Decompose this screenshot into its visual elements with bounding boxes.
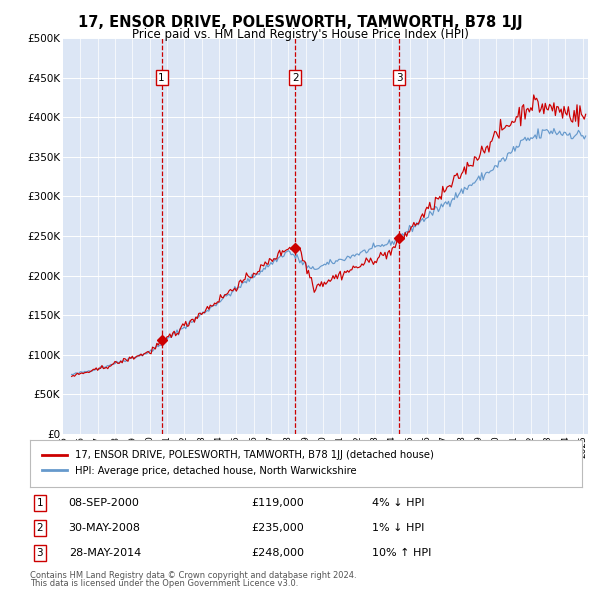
Text: 3: 3	[37, 548, 43, 558]
Text: 2: 2	[292, 73, 299, 83]
Text: 28-MAY-2014: 28-MAY-2014	[68, 548, 141, 558]
Text: 1% ↓ HPI: 1% ↓ HPI	[372, 523, 425, 533]
Text: 4% ↓ HPI: 4% ↓ HPI	[372, 498, 425, 508]
Text: £235,000: £235,000	[251, 523, 304, 533]
Text: 10% ↑ HPI: 10% ↑ HPI	[372, 548, 431, 558]
Text: 17, ENSOR DRIVE, POLESWORTH, TAMWORTH, B78 1JJ: 17, ENSOR DRIVE, POLESWORTH, TAMWORTH, B…	[77, 15, 523, 30]
Text: 3: 3	[396, 73, 403, 83]
Text: 30-MAY-2008: 30-MAY-2008	[68, 523, 140, 533]
Text: Contains HM Land Registry data © Crown copyright and database right 2024.: Contains HM Land Registry data © Crown c…	[30, 571, 356, 579]
Legend: 17, ENSOR DRIVE, POLESWORTH, TAMWORTH, B78 1JJ (detached house), HPI: Average pr: 17, ENSOR DRIVE, POLESWORTH, TAMWORTH, B…	[38, 447, 437, 480]
Text: 1: 1	[37, 498, 43, 508]
Text: This data is licensed under the Open Government Licence v3.0.: This data is licensed under the Open Gov…	[30, 579, 298, 588]
Text: 1: 1	[158, 73, 165, 83]
Text: 08-SEP-2000: 08-SEP-2000	[68, 498, 140, 508]
Text: £119,000: £119,000	[251, 498, 304, 508]
Text: £248,000: £248,000	[251, 548, 304, 558]
Text: Price paid vs. HM Land Registry's House Price Index (HPI): Price paid vs. HM Land Registry's House …	[131, 28, 469, 41]
Text: 2: 2	[37, 523, 43, 533]
